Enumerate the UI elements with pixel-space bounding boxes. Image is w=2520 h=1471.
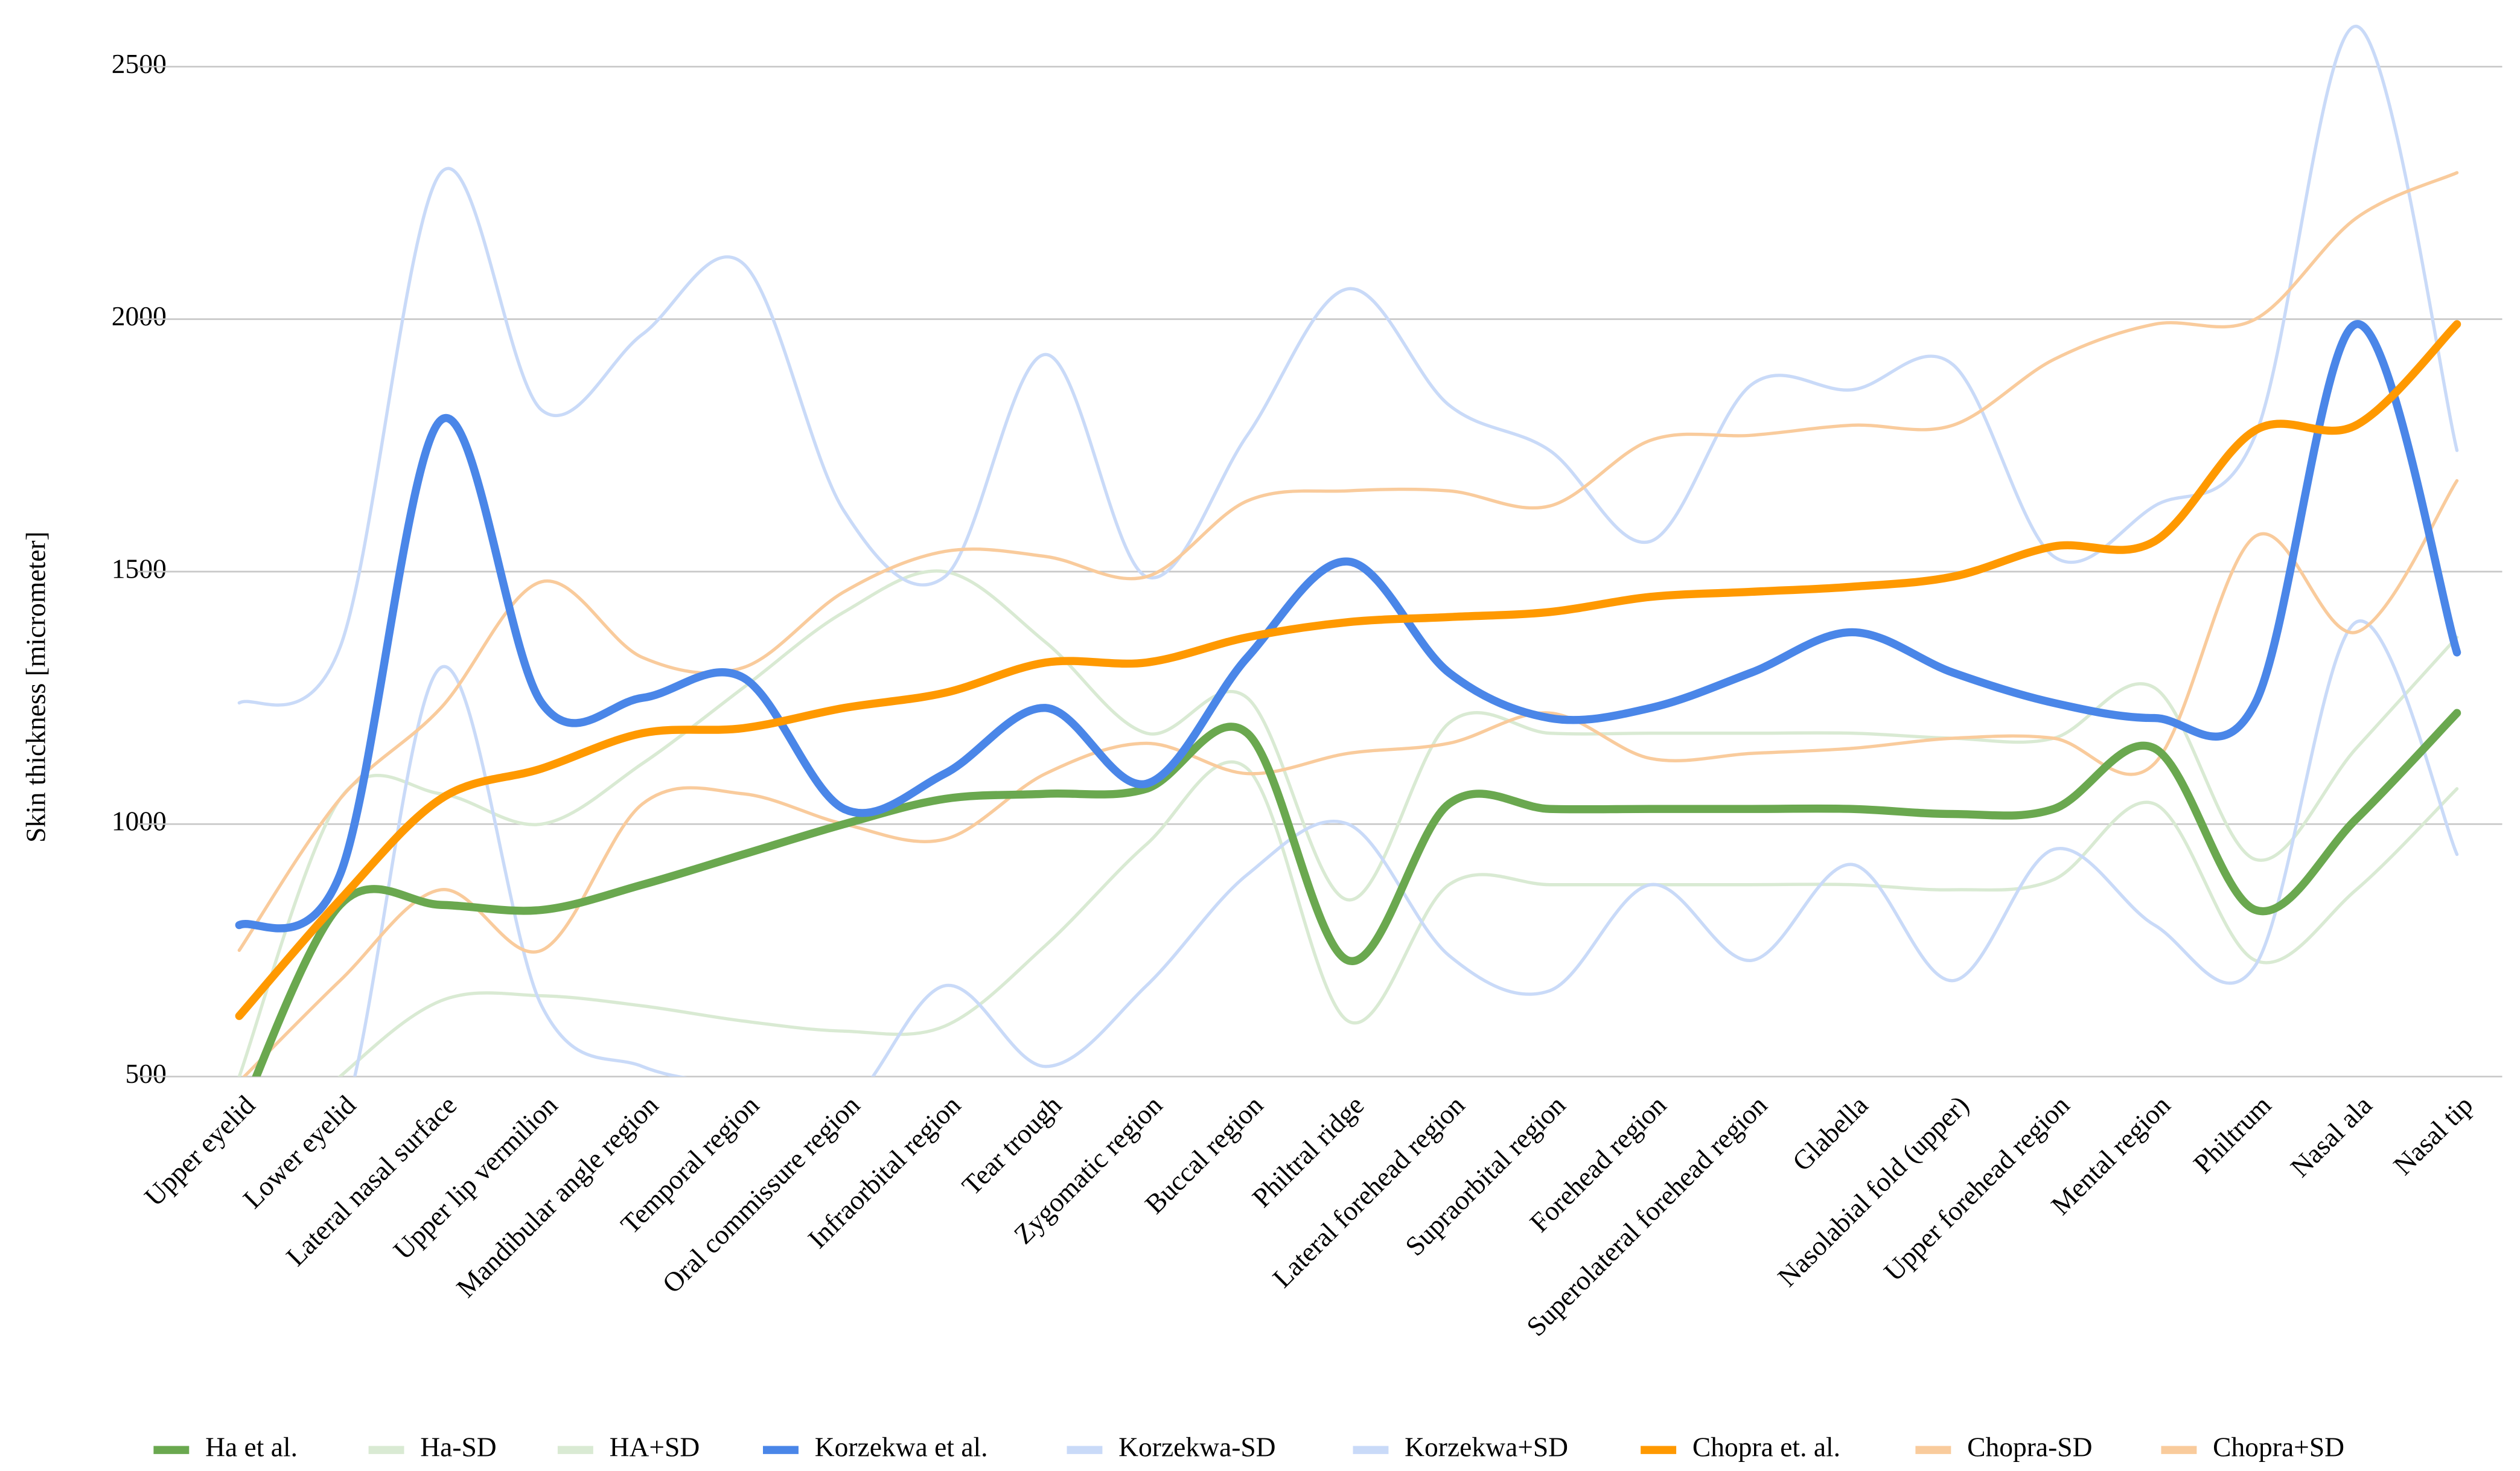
series-line	[237, 24, 2459, 707]
legend-label: Korzekwa et al.	[815, 1432, 988, 1463]
x-tick-label: Lateral nasal surface	[280, 1090, 462, 1272]
series-line	[252, 709, 2461, 1077]
x-tick-label: Glabella	[1786, 1090, 1874, 1177]
y-tick-label: 500	[126, 1058, 167, 1089]
series-line	[337, 760, 2459, 1077]
legend-label: Korzekwa+SD	[1405, 1432, 1568, 1463]
series-line	[235, 320, 2461, 1020]
x-tick-label: Nasolabial fold (upper)	[1772, 1090, 1974, 1292]
y-axis-title: Skin thickness [micrometer]	[21, 531, 51, 843]
x-tick-label: Nasal ala	[2285, 1090, 2378, 1183]
legend-label: Chopra et. al.	[1692, 1432, 1840, 1463]
legend-label: Korzekwa-SD	[1118, 1432, 1275, 1463]
y-tick-label: 1000	[112, 806, 167, 837]
x-tick-label: Oral commissure region	[656, 1090, 866, 1299]
y-tick-label: 1500	[112, 553, 167, 584]
x-tick-label: Philtrum	[2187, 1090, 2277, 1179]
legend-label: Ha et al.	[205, 1432, 298, 1463]
series-line	[237, 171, 2459, 952]
x-tick-label: Mandibular angle region	[450, 1090, 664, 1303]
legend-label: Chopra+SD	[2213, 1432, 2344, 1463]
series-line	[237, 569, 2459, 1077]
plot-area	[235, 24, 2461, 1077]
legend-label: Ha-SD	[420, 1432, 496, 1463]
series-line	[235, 320, 2461, 933]
y-tick-label: 2500	[112, 48, 167, 79]
legend-label: HA+SD	[610, 1432, 700, 1463]
y-tick-label: 2000	[112, 301, 167, 331]
x-tick-label: Nasal tip	[2387, 1090, 2478, 1181]
legend-label: Chopra-SD	[1967, 1432, 2092, 1463]
x-tick-label: Upper forehead region	[1878, 1090, 2076, 1288]
x-tick-label: Lateral forehead region	[1266, 1090, 1470, 1294]
series-line	[352, 619, 2459, 1077]
